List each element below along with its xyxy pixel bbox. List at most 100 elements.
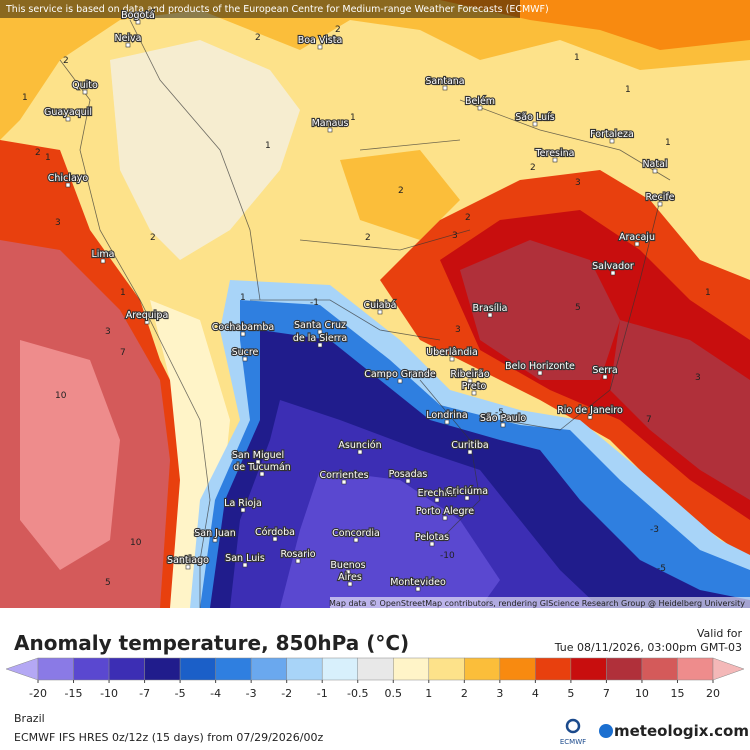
legend-tick-label: 20 [706,687,720,700]
city-label: Buenos [330,560,365,571]
city-marker [353,537,359,543]
contour-label: 1 [240,293,246,303]
brand-logo [599,724,613,738]
city-marker [242,356,248,362]
city-marker [357,449,363,455]
city-marker [259,471,265,477]
city-marker [500,422,506,428]
city-marker [65,116,71,122]
contour-label: 2 [365,233,371,243]
city-label: Aires [338,572,362,583]
city-marker [255,459,261,465]
city-marker [347,581,353,587]
legend-box [37,657,74,681]
legend-tick-label: 15 [670,687,684,700]
attribution: Map data © OpenStreetMap contributors, r… [329,599,745,608]
city-marker [610,270,616,276]
contour-label: 3 [452,231,458,241]
contour-label: 5 [105,578,111,588]
city-label: Serra [592,365,617,376]
city-marker [587,414,593,420]
city-marker [240,507,246,513]
brand: meteologix.com [614,722,749,740]
city-label: Criciúma [446,486,488,497]
city-label: Neiva [114,33,141,44]
city-marker [317,329,323,335]
region: Brazil [14,712,45,725]
border [59,19,671,608]
city-marker [609,138,615,144]
city-marker [405,478,411,484]
model: ECMWF IFS HRES 0z/12z (15 days) from 07/… [14,731,324,744]
city-label: Cochabamba [212,322,274,333]
city-label: Curitiba [451,440,488,451]
city-marker [317,342,323,348]
legend-box [641,657,678,681]
city-label: de la Sierra [293,333,347,344]
city-label: Chiclayo [48,173,89,184]
city-label: Santa Cruz [294,320,346,331]
legend-tick-label: -2 [281,687,292,700]
city-marker [240,331,246,337]
city-label: Natal [642,159,667,170]
legend-box [286,657,323,681]
contour-label: 2 [63,56,69,66]
city-label: Cuiabá [364,300,397,311]
contour-label: 1 [22,93,28,103]
city-label: Londrina [426,410,467,421]
city-marker [317,44,323,50]
city-label: Lima [91,249,114,260]
city-label: de Tucumán [233,462,291,473]
contour-label: 3 [55,218,61,228]
city-label: Belém [465,96,495,107]
legend-box [108,657,145,681]
city-marker [415,586,421,592]
ecmwf-text: ECMWF [560,738,586,746]
legend-arrow-high [712,657,745,681]
field [110,40,300,260]
legend-box [144,657,181,681]
city-marker [135,19,141,25]
city-label: Uberlândia [426,347,478,358]
city-label: Quito [72,80,98,91]
legend-box [428,657,465,681]
valid-time: Tue 08/11/2026, 03:00pm GMT-03 [554,641,742,654]
legend-tick-label: -0.5 [347,687,368,700]
city-marker [467,449,473,455]
contour-label: 1 [45,153,51,163]
city-label: Santana [425,76,464,87]
city-label: Guayaquil [44,107,92,118]
legend-tick-label: -20 [29,687,47,700]
legend-tick-label: 1 [425,687,432,700]
city-label: Salvador [592,261,634,272]
city-marker [125,42,131,48]
contour-label: 1 [265,141,271,151]
field [460,240,620,380]
city-marker [487,312,493,318]
legend-tick-label: 4 [532,687,539,700]
field [280,470,500,608]
contour-label: -5 [657,564,666,574]
city-label: Belo Horizonte [505,361,575,372]
city-marker [212,537,218,543]
city-label: Fortaleza [590,129,634,140]
legend-box [535,657,572,681]
contour-label: 1 [705,288,711,298]
field [610,320,750,500]
contour-label: -10 [440,551,455,561]
city-marker [657,201,663,207]
contour-label: 3 [695,373,701,383]
city-label: Campo Grande [364,369,436,380]
city-marker [185,564,191,570]
city-marker [442,85,448,91]
city-marker [602,374,608,380]
city-label: Concordia [332,528,380,539]
contour-label: 2 [35,148,41,158]
city-marker [65,182,71,188]
legend-box [250,657,287,681]
legend-box [215,657,252,681]
city-marker [471,390,477,396]
city-label: Ribeirão [450,369,489,380]
contour-label: -1 [310,298,319,308]
